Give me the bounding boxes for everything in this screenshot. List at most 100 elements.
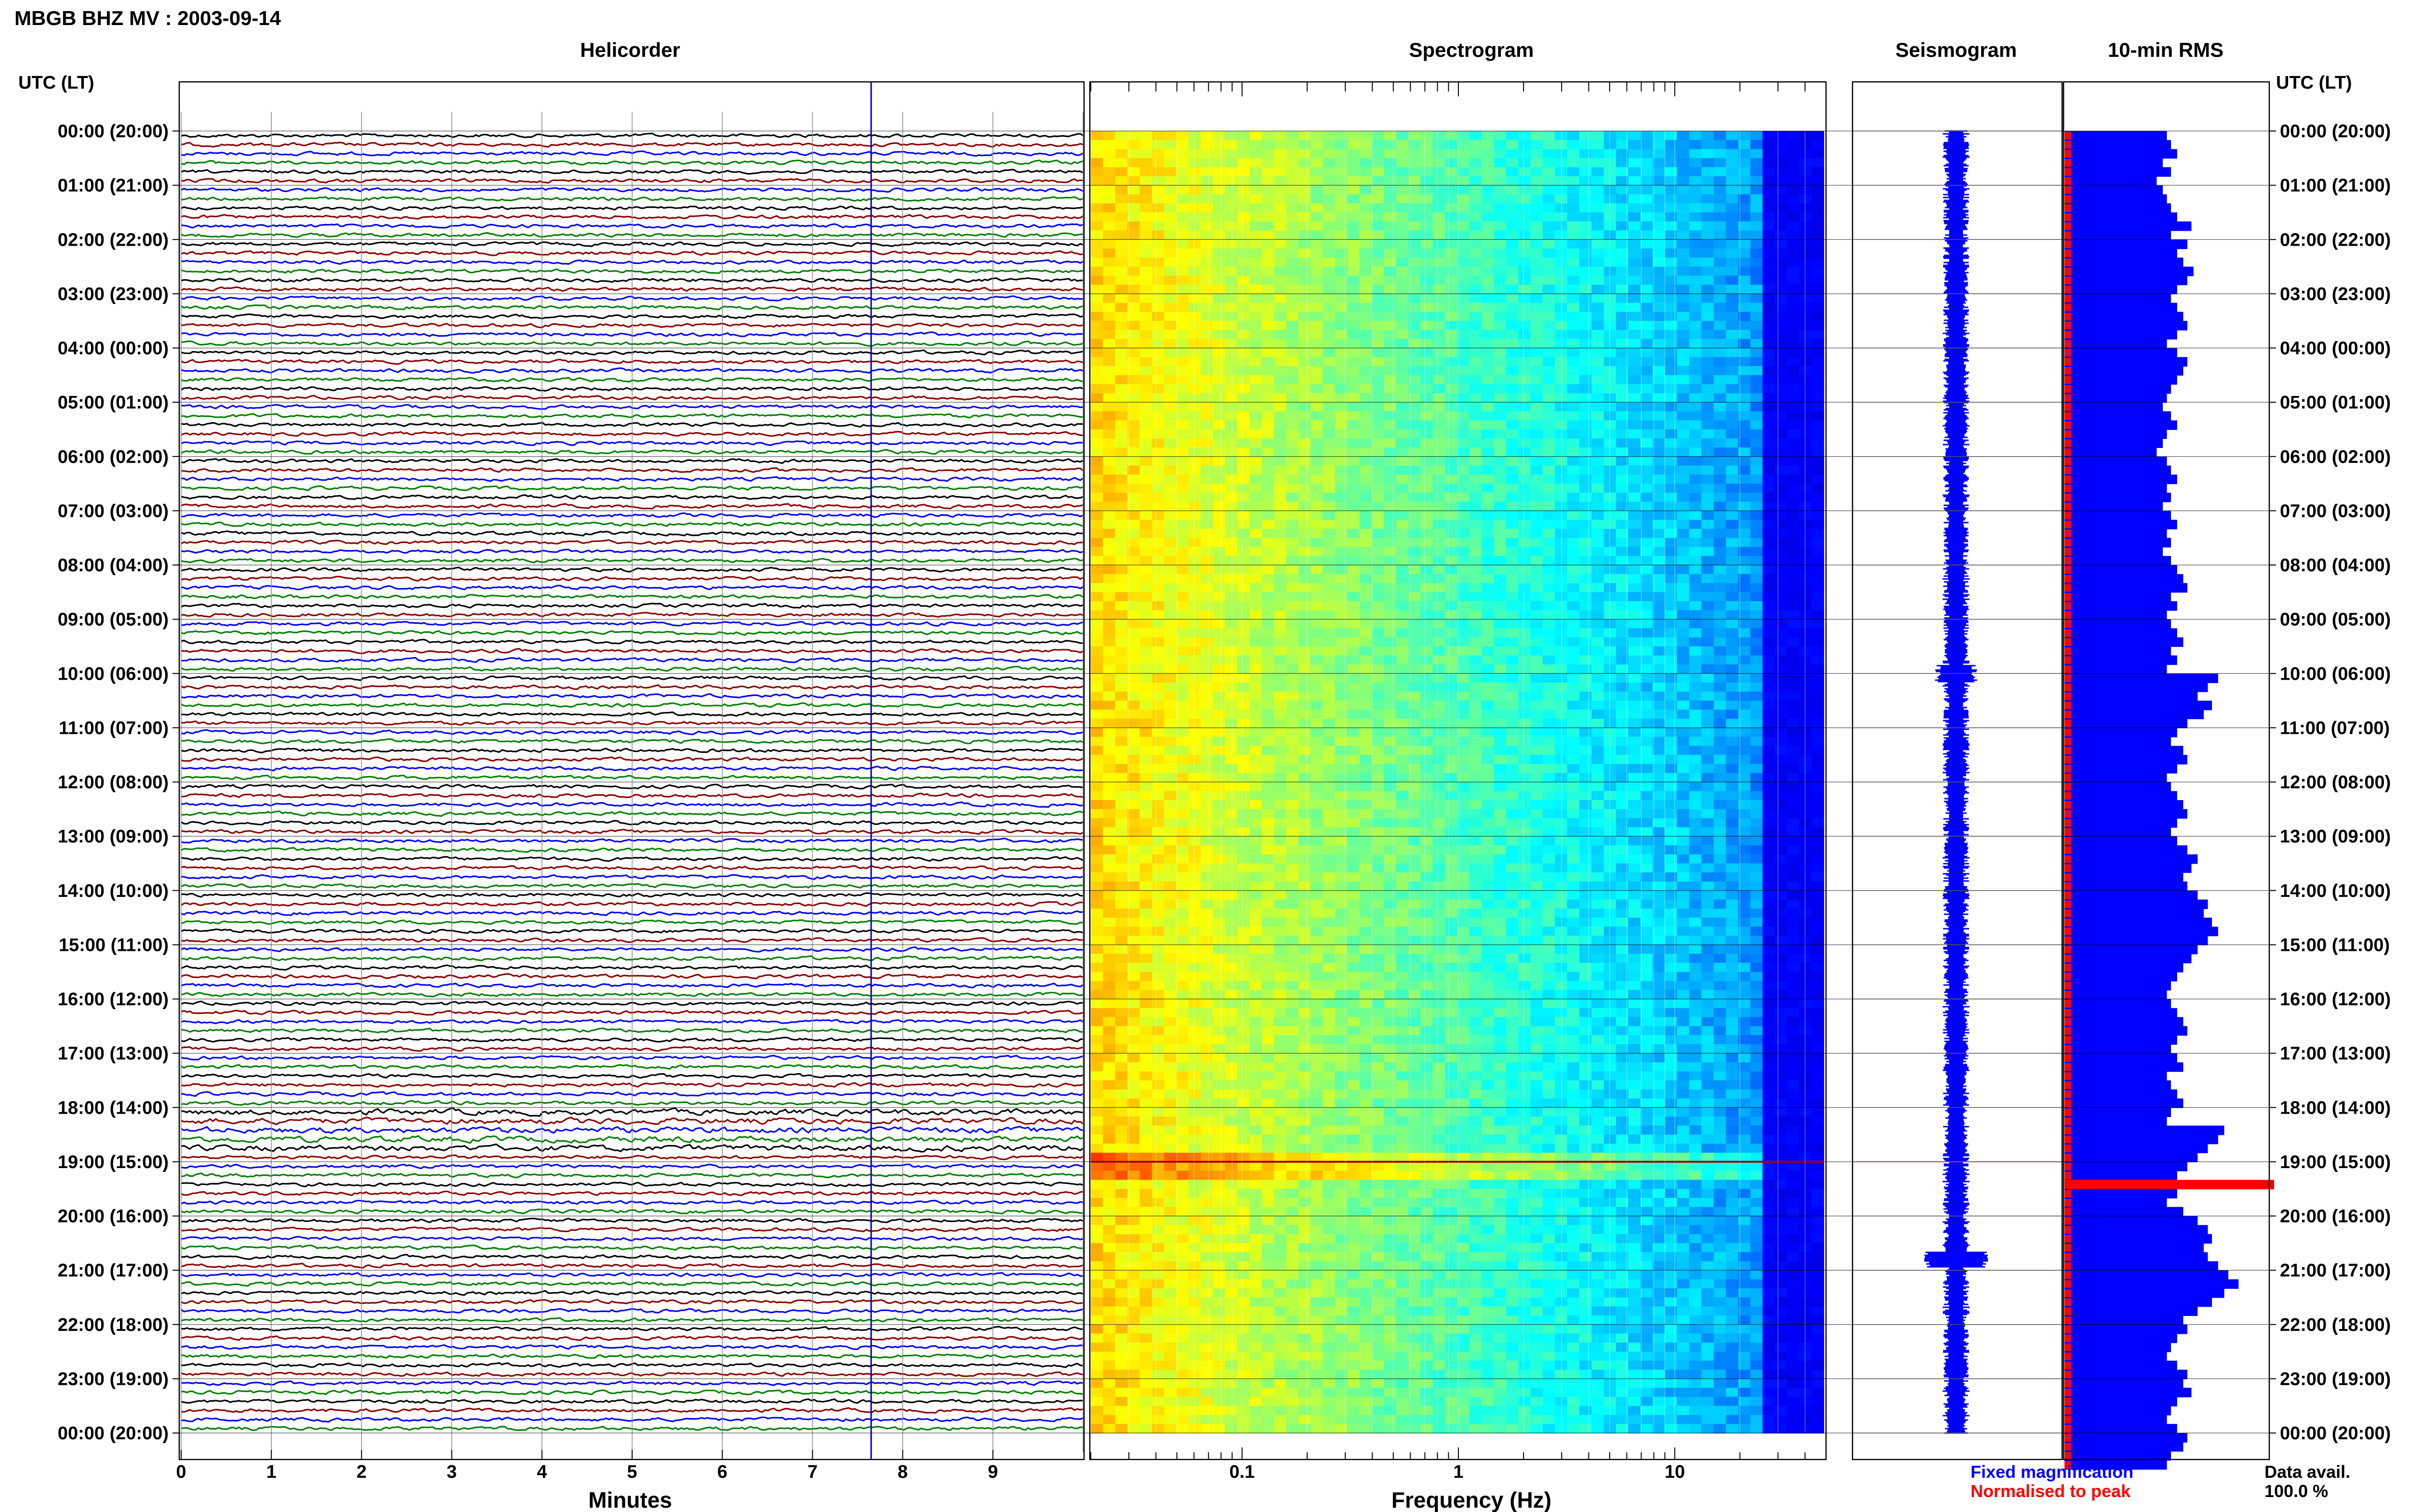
spectrogram-cell bbox=[1249, 520, 1262, 529]
spectrogram-cell bbox=[1542, 691, 1556, 701]
spectrogram-cell bbox=[1372, 628, 1385, 638]
spectrogram-cell bbox=[1555, 583, 1568, 593]
spectrogram-cell bbox=[1616, 655, 1629, 665]
spectrogram-cell bbox=[1457, 149, 1470, 159]
spectrogram-cell bbox=[1164, 375, 1177, 385]
spectrogram-cell bbox=[1555, 528, 1568, 539]
spectrogram-cell bbox=[1139, 185, 1152, 195]
spectrogram-cell bbox=[1323, 809, 1336, 819]
spectrogram-cell bbox=[1640, 818, 1654, 828]
spectrogram-cell bbox=[1396, 384, 1409, 394]
spectrogram-cell bbox=[1689, 845, 1702, 855]
spectrogram-cell bbox=[1091, 212, 1104, 222]
spectrogram-cell bbox=[1103, 384, 1116, 394]
spectrogram-cell bbox=[1591, 782, 1604, 792]
spectrogram-cell bbox=[1091, 158, 1104, 168]
spectrogram-cell bbox=[1603, 637, 1617, 647]
spectrogram-cell bbox=[1445, 312, 1458, 322]
spectrogram-cell bbox=[1310, 484, 1324, 493]
spectrogram-cell bbox=[1713, 619, 1727, 629]
spectrogram-cell bbox=[1665, 746, 1678, 756]
spectrogram-cell bbox=[1457, 827, 1470, 837]
spectrogram-cell bbox=[1286, 239, 1299, 250]
spectrogram-cell bbox=[1347, 601, 1360, 611]
spectrogram-cell bbox=[1677, 700, 1690, 710]
spectrogram-cell bbox=[1396, 149, 1409, 159]
spectrogram-cell bbox=[1469, 492, 1482, 502]
spectrogram-cell bbox=[1139, 257, 1152, 267]
spectrogram-cell bbox=[1396, 800, 1409, 810]
spectrogram-cell bbox=[1762, 149, 1775, 159]
spectrogram-cell bbox=[1152, 348, 1165, 358]
spectrogram-cell bbox=[1665, 239, 1678, 250]
spectrogram-cell bbox=[1591, 736, 1604, 747]
spectrogram-cell bbox=[1237, 511, 1250, 521]
spectrogram-cell bbox=[1359, 420, 1373, 430]
spectrogram-cell bbox=[1249, 203, 1262, 213]
spectrogram-cell bbox=[1677, 746, 1690, 756]
spectrogram-cell bbox=[1787, 736, 1800, 747]
spectrogram-cell bbox=[1261, 257, 1275, 267]
spectrogram-cell bbox=[1811, 194, 1825, 204]
spectrogram-cell bbox=[1201, 312, 1214, 322]
spectrogram-cell bbox=[1616, 330, 1629, 340]
spectrogram-cell bbox=[1628, 393, 1641, 403]
spectrogram-cell bbox=[1665, 429, 1678, 439]
spectrogram-cell bbox=[1494, 818, 1507, 828]
spectrogram-cell bbox=[1323, 167, 1336, 177]
spectrogram-cell bbox=[1359, 818, 1373, 828]
spectrogram-cell bbox=[1494, 456, 1507, 466]
spectrogram-cell bbox=[1665, 185, 1678, 195]
spectrogram-cell bbox=[1774, 131, 1787, 141]
spectrogram-cell bbox=[1225, 176, 1238, 186]
spectrogram-cell bbox=[1115, 755, 1128, 764]
spectrogram-cell bbox=[1677, 673, 1690, 684]
spectrogram-cell bbox=[1689, 212, 1702, 222]
spectrogram-cell bbox=[1335, 249, 1348, 258]
spectrogram-cell bbox=[1323, 158, 1336, 168]
spectrogram-cell bbox=[1530, 528, 1543, 539]
spectrogram-cell bbox=[1787, 528, 1800, 539]
spectrogram-cell bbox=[1420, 511, 1433, 521]
spectrogram-cell bbox=[1115, 249, 1128, 258]
spectrogram-cell bbox=[1115, 520, 1128, 529]
spectrogram-cell bbox=[1653, 484, 1666, 493]
spectrogram-cell bbox=[1482, 528, 1495, 539]
spectrogram-cell bbox=[1506, 827, 1519, 837]
spectrogram-cell bbox=[1640, 809, 1654, 819]
spectrogram-cell bbox=[1408, 574, 1421, 584]
spectrogram-cell bbox=[1103, 727, 1116, 737]
spectrogram-cell bbox=[1237, 249, 1250, 258]
spectrogram-cell bbox=[1677, 429, 1690, 439]
spectrogram-cell bbox=[1420, 501, 1433, 512]
spectrogram-cell bbox=[1799, 710, 1812, 720]
spectrogram-cell bbox=[1396, 393, 1409, 403]
spectrogram-cell bbox=[1665, 276, 1678, 286]
spectrogram-cell bbox=[1249, 384, 1262, 394]
spectrogram-cell bbox=[1372, 194, 1385, 204]
spectrogram-cell bbox=[1225, 302, 1238, 313]
spectrogram-cell bbox=[1103, 719, 1116, 728]
spectrogram-cell bbox=[1640, 302, 1654, 313]
spectrogram-cell bbox=[1787, 249, 1800, 258]
spectrogram-cell bbox=[1530, 845, 1543, 855]
spectrogram-cell bbox=[1372, 492, 1385, 502]
spectrogram-cell bbox=[1665, 375, 1678, 385]
spectrogram-cell bbox=[1726, 727, 1739, 737]
spectrogram-cell bbox=[1432, 257, 1446, 267]
spectrogram-cell bbox=[1713, 547, 1727, 557]
spectrogram-cell bbox=[1176, 610, 1189, 620]
spectrogram-cell bbox=[1469, 528, 1482, 539]
spectrogram-cell bbox=[1261, 393, 1275, 403]
spectrogram-cell bbox=[1506, 411, 1519, 421]
spectrogram-cell bbox=[1591, 447, 1604, 457]
spectrogram-cell bbox=[1762, 538, 1775, 548]
spectrogram-cell bbox=[1603, 628, 1617, 638]
spectrogram-cell bbox=[1506, 456, 1519, 466]
spectrogram-cell bbox=[1396, 429, 1409, 439]
spectrogram-cell bbox=[1237, 276, 1250, 286]
spectrogram-cell bbox=[1530, 492, 1543, 502]
spectrogram-cell bbox=[1787, 773, 1800, 783]
spectrogram-cell bbox=[1640, 366, 1654, 376]
spectrogram-cell bbox=[1213, 239, 1226, 250]
